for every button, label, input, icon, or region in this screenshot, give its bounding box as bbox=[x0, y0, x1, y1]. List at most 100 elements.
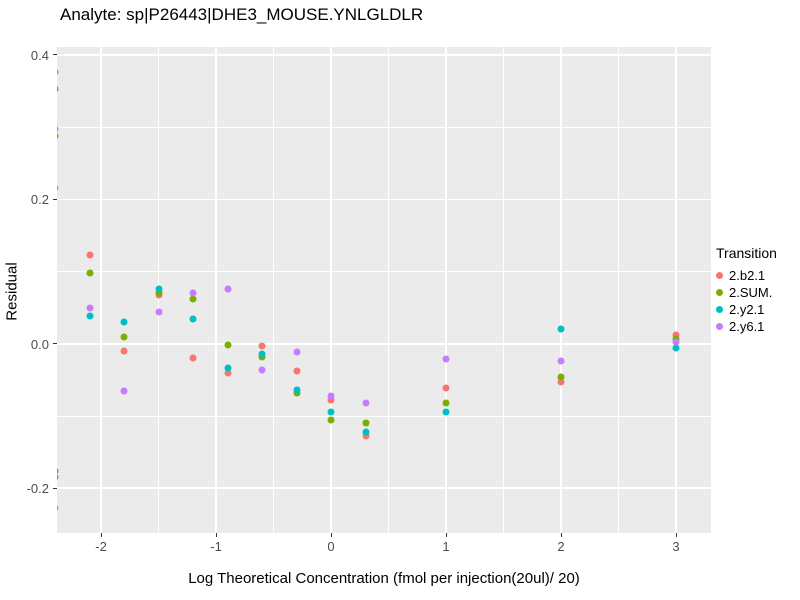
data-point-2.y2.1 bbox=[442, 408, 450, 416]
y-tick-mark bbox=[53, 54, 57, 56]
data-point-2.b2.1 bbox=[557, 378, 565, 386]
x-tick-label: 3 bbox=[672, 539, 680, 554]
legend: Transition 2.b2.1 2.SUM. 2.y2.1 2.y6.1 bbox=[716, 245, 777, 335]
data-point-2.b2.1 bbox=[442, 384, 450, 392]
x-minor-gridline bbox=[503, 47, 504, 533]
x-tick-mark bbox=[330, 533, 332, 537]
data-point-2.y6.1 bbox=[362, 399, 370, 407]
y-tick-mark bbox=[53, 343, 57, 345]
data-point-2.y2.1 bbox=[362, 428, 370, 436]
y-major-gridline bbox=[57, 198, 711, 201]
y-tick-mark bbox=[53, 487, 57, 489]
x-tick-label: 1 bbox=[442, 539, 450, 554]
legend-item-2.SUM.: 2.SUM. bbox=[716, 284, 777, 301]
data-point-2.SUM. bbox=[224, 341, 232, 349]
y-tick-label: 0.2 bbox=[30, 192, 49, 208]
data-point-2.b2.1 bbox=[86, 251, 94, 259]
x-tick-label: 0 bbox=[327, 539, 335, 554]
legend-dot-2.SUM. bbox=[716, 289, 723, 296]
legend-item-2.b2.1: 2.b2.1 bbox=[716, 267, 777, 284]
y-tick-mark bbox=[53, 198, 57, 200]
data-point-2.y6.1 bbox=[557, 357, 565, 365]
data-point-2.SUM. bbox=[155, 289, 163, 297]
x-major-gridline bbox=[330, 47, 332, 533]
data-point-2.y6.1 bbox=[442, 355, 450, 363]
data-point-2.SUM. bbox=[557, 373, 565, 381]
data-point-2.b2.1 bbox=[224, 369, 232, 377]
data-point-2.y2.1 bbox=[327, 408, 335, 416]
data-point-2.y6.1 bbox=[224, 285, 232, 293]
data-point-2.SUM. bbox=[327, 416, 335, 424]
x-major-gridline bbox=[215, 47, 217, 533]
legend-dot-2.b2.1 bbox=[716, 272, 723, 279]
data-point-2.SUM. bbox=[86, 269, 94, 277]
plot-panel bbox=[57, 47, 711, 533]
legend-dot-2.y6.1 bbox=[716, 323, 723, 330]
legend-label-2.y2.1: 2.y2.1 bbox=[729, 302, 765, 317]
data-point-2.y2.1 bbox=[189, 315, 197, 323]
data-point-2.b2.1 bbox=[293, 367, 301, 375]
x-major-gridline bbox=[445, 47, 447, 533]
data-point-2.y2.1 bbox=[120, 318, 128, 326]
y-tick-label: 0.0 bbox=[30, 336, 49, 352]
x-tick-mark bbox=[675, 533, 677, 537]
data-point-2.y6.1 bbox=[57, 504, 59, 512]
legend-label-2.y6.1: 2.y6.1 bbox=[729, 319, 765, 334]
data-point-2.b2.1 bbox=[362, 432, 370, 439]
x-tick-label: -2 bbox=[95, 539, 107, 554]
data-point-2.y2.1 bbox=[155, 285, 163, 293]
data-point-2.y6.1 bbox=[189, 289, 197, 297]
x-major-gridline bbox=[560, 47, 562, 533]
data-point-2.y2.1 bbox=[293, 386, 301, 394]
y-major-gridline bbox=[57, 487, 711, 489]
x-major-gridline bbox=[100, 47, 102, 533]
data-point-2.y2.1 bbox=[57, 85, 59, 93]
y-minor-gridline bbox=[57, 126, 711, 128]
data-point-2.b2.1 bbox=[327, 396, 335, 404]
data-point-2.y6.1 bbox=[672, 338, 680, 346]
y-minor-gridline bbox=[57, 271, 711, 272]
y-axis-title: Residual bbox=[3, 262, 21, 321]
data-point-2.y2.1 bbox=[86, 312, 94, 320]
data-point-2.y6.1 bbox=[293, 348, 301, 356]
legend-item-2.y2.1: 2.y2.1 bbox=[716, 301, 777, 318]
data-point-2.y2.1 bbox=[672, 344, 680, 352]
data-point-2.SUM. bbox=[57, 132, 59, 140]
data-point-2.SUM. bbox=[120, 333, 128, 341]
data-point-2.b2.1 bbox=[120, 347, 128, 355]
data-point-2.SUM. bbox=[189, 295, 197, 303]
data-point-2.y2.1 bbox=[557, 325, 565, 333]
legend-label-2.b2.1: 2.b2.1 bbox=[729, 268, 766, 283]
y-tick-label: -0.2 bbox=[26, 481, 49, 497]
data-point-2.y6.1 bbox=[155, 308, 163, 316]
x-major-gridline bbox=[675, 47, 677, 533]
x-tick-mark bbox=[445, 533, 447, 537]
data-point-2.b2.1 bbox=[672, 331, 680, 339]
y-tick-label: 0.4 bbox=[30, 47, 49, 63]
data-point-2.SUM. bbox=[442, 399, 450, 407]
data-point-2.SUM. bbox=[362, 419, 370, 426]
data-point-2.b2.1 bbox=[57, 68, 59, 76]
data-point-2.y6.1 bbox=[120, 387, 128, 395]
x-tick-label: -1 bbox=[210, 539, 222, 554]
x-tick-mark bbox=[560, 533, 562, 537]
legend-title: Transition bbox=[716, 245, 777, 261]
data-point-2.y6.1 bbox=[86, 304, 94, 312]
data-point-2.y2.1 bbox=[258, 350, 266, 358]
legend-item-2.y6.1: 2.y6.1 bbox=[716, 318, 777, 335]
x-tick-mark bbox=[215, 533, 217, 537]
data-point-2.y6.1 bbox=[327, 392, 335, 400]
data-point-2.b2.1 bbox=[189, 354, 197, 362]
x-tick-mark bbox=[100, 533, 102, 537]
data-point-2.y2.1 bbox=[57, 467, 59, 475]
data-point-2.y2.1 bbox=[224, 364, 232, 372]
y-major-gridline bbox=[57, 54, 711, 56]
data-point-2.y6.1 bbox=[57, 125, 59, 133]
x-minor-gridline bbox=[273, 47, 274, 533]
data-point-2.b2.1 bbox=[258, 342, 266, 350]
y-minor-gridline bbox=[57, 415, 711, 417]
chart-title: Analyte: sp|P26443|DHE3_MOUSE.YNLGLDLR bbox=[60, 5, 424, 24]
data-point-2.y6.1 bbox=[258, 366, 266, 374]
legend-dot-2.y2.1 bbox=[716, 306, 723, 313]
